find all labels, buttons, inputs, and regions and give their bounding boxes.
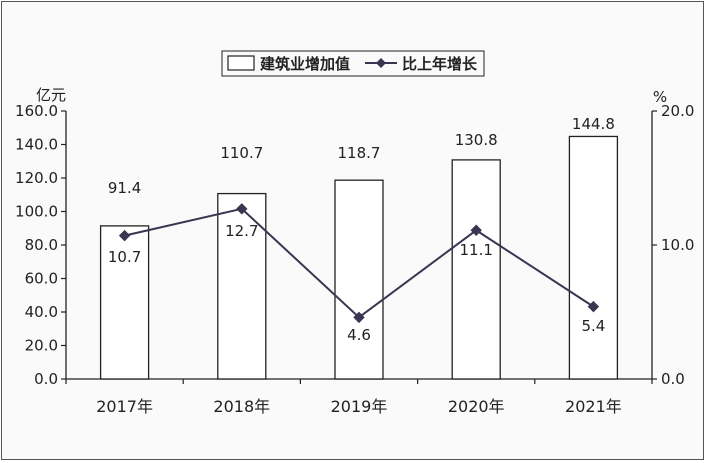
growth-marker [236, 203, 248, 215]
legend: 建筑业增加值 比上年增长 [221, 50, 485, 77]
right-tick-label: 20.0 [661, 102, 694, 120]
line-value-label: 4.6 [347, 326, 371, 344]
bar [99, 225, 150, 380]
left-tick-label: 160.0 [15, 102, 58, 120]
left-tick-label: 100.0 [15, 203, 58, 221]
bar [451, 159, 501, 380]
right-axis-unit: % [653, 88, 667, 106]
left-tick-label: 20.0 [25, 337, 58, 355]
bar-value-label: 144.8 [572, 115, 615, 133]
growth-marker [353, 311, 365, 324]
x-tick-label: 2020年 [448, 397, 505, 416]
legend-line-label: 比上年增长 [402, 55, 478, 73]
left-tick-label: 80.0 [25, 236, 58, 254]
growth-marker [470, 224, 482, 236]
line-value-label: 10.7 [108, 248, 141, 266]
x-tick-label: 2021年 [565, 397, 622, 416]
left-tick-label: 40.0 [25, 303, 58, 321]
growth-marker [118, 229, 131, 242]
left-tick-label: 120.0 [15, 169, 58, 187]
line-value-label: 12.7 [225, 222, 258, 240]
bar-value-label: 118.7 [338, 144, 381, 162]
bar [334, 179, 384, 380]
left-tick-label: 140.0 [15, 136, 58, 154]
bar-value-label: 130.8 [455, 131, 498, 149]
line-value-label: 11.1 [459, 241, 492, 259]
left-axis-unit: 亿元 [36, 86, 66, 104]
data-labels: 91.4 110.7 118.7 130.8 144.8 10.7 12.7 4.6 11.1 5… [108, 115, 615, 344]
bar [568, 135, 619, 380]
x-tick-label: 2019年 [331, 397, 388, 416]
growth-marker [587, 300, 600, 313]
legend-bar-swatch [227, 55, 255, 71]
right-tick-label: 0.0 [661, 370, 685, 388]
x-tick-label: 2018年 [213, 397, 270, 416]
bar-value-label: 91.4 [108, 179, 141, 197]
axes: 0.0 20.0 40.0 60.0 80.0 100.0 120.0 140.0 160.0亿… [15, 86, 694, 416]
bar-value-label: 110.7 [220, 144, 263, 162]
left-tick-label: 60.0 [25, 270, 58, 288]
right-tick-label: 10.0 [661, 236, 694, 254]
left-tick-label: 0.0 [34, 370, 58, 388]
line-value-label: 5.4 [581, 317, 605, 335]
bar-series [99, 135, 619, 380]
x-tick-label: 2017年 [96, 397, 153, 416]
legend-bar-label: 建筑业增加值 [260, 55, 350, 73]
legend-line-marker [376, 58, 386, 68]
legend-box [221, 50, 485, 77]
line-series [118, 203, 600, 324]
